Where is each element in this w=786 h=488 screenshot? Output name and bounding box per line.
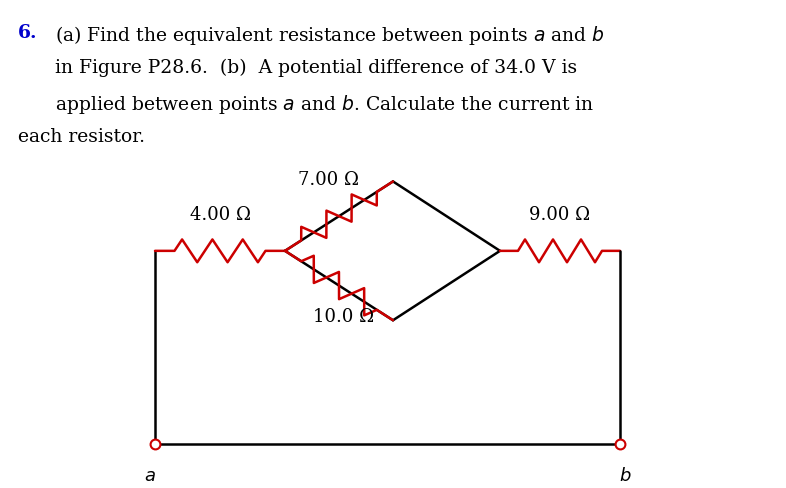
Text: 10.0 Ω: 10.0 Ω xyxy=(314,308,375,325)
Text: applied between points $a$ and $b$. Calculate the current in: applied between points $a$ and $b$. Calc… xyxy=(55,93,594,116)
Text: (a) Find the equivalent resistance between points $a$ and $b$: (a) Find the equivalent resistance betwe… xyxy=(55,24,604,47)
Text: 4.00 Ω: 4.00 Ω xyxy=(189,205,251,224)
Text: 7.00 Ω: 7.00 Ω xyxy=(299,171,359,189)
Text: $a$: $a$ xyxy=(144,466,156,484)
Text: in Figure P28.6.  (b)  A potential difference of 34.0 V is: in Figure P28.6. (b) A potential differe… xyxy=(55,59,577,77)
Text: $b$: $b$ xyxy=(619,466,631,484)
Text: 9.00 Ω: 9.00 Ω xyxy=(530,205,590,224)
Point xyxy=(614,440,626,448)
Text: 6.: 6. xyxy=(18,24,38,41)
Point xyxy=(149,440,161,448)
Text: each resistor.: each resistor. xyxy=(18,128,145,145)
